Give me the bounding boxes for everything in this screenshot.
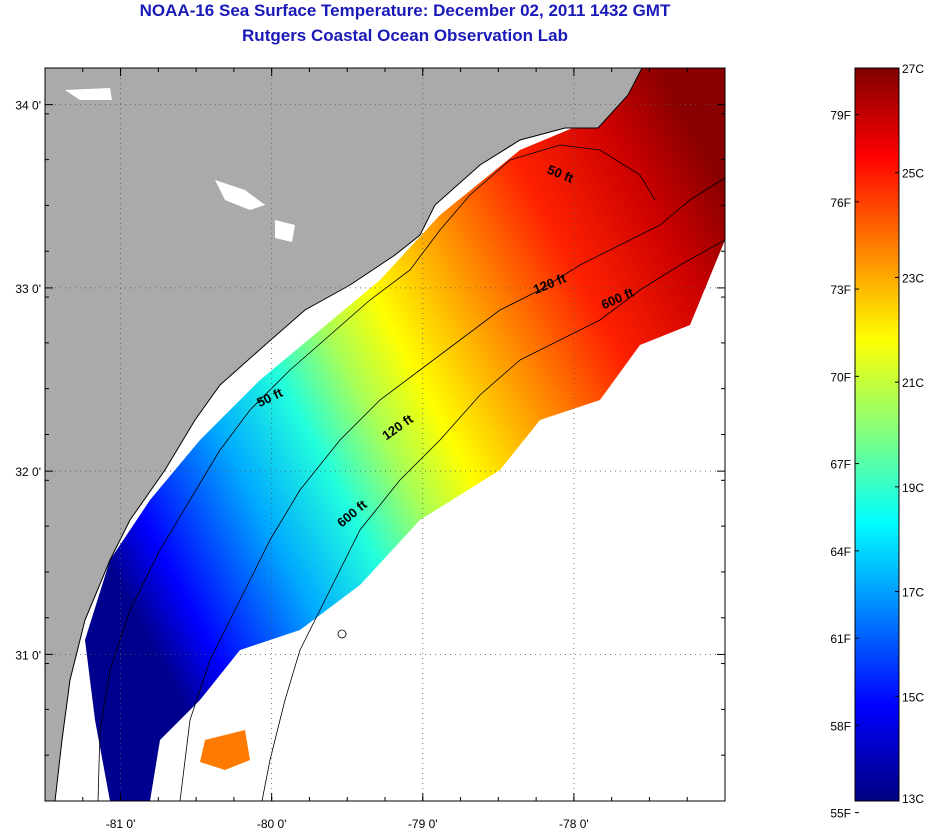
colorbar-labels: 27C 25C 23C 21C 19C 17C 15C 13C 79F 76F 73F 70F 67F 6… — [830, 62, 924, 821]
coastline — [54, 68, 643, 801]
colorbar-label-c: 17C — [902, 586, 924, 600]
colorbar-label-f: 76F — [830, 196, 851, 210]
colorbar-label-f: 58F — [830, 719, 851, 733]
colorbar-label-f: 79F — [830, 109, 851, 123]
graticule — [45, 68, 725, 801]
colorbar-label-f: 73F — [830, 283, 851, 297]
map-title: NOAA-16 Sea Surface Temperature: Decembe… — [139, 1, 671, 20]
lat-tick-label: 34 0' — [15, 99, 41, 113]
colorbar-label-c: 25C — [902, 167, 924, 181]
lat-tick-label: 31 0' — [15, 648, 41, 662]
map-subtitle: Rutgers Coastal Ocean Observation Lab — [242, 26, 568, 45]
colorbar-label-c: 15C — [902, 690, 924, 704]
isobath-120ft — [179, 177, 725, 801]
isobath-600ft — [261, 239, 725, 801]
colorbar-label-c: 27C — [902, 62, 924, 76]
lon-tick-label: -78 0' — [559, 817, 589, 831]
sst-field — [85, 68, 725, 801]
lat-tick-label: 32 0' — [15, 465, 41, 479]
lon-tick-label: -79 0' — [408, 817, 438, 831]
colorbar-label-c: 19C — [902, 481, 924, 495]
land-mass — [45, 68, 642, 801]
sst-patch — [200, 730, 250, 770]
lat-tick-label: 33 0' — [15, 282, 41, 296]
colorbar-label-c: 23C — [902, 271, 924, 285]
inland-water — [65, 88, 295, 242]
colorbar-label-c: 13C — [902, 792, 924, 806]
colorbar-label-c: 21C — [902, 376, 924, 390]
colorbar-label-f: 67F — [830, 458, 851, 472]
colorbar-label-f: 64F — [830, 545, 851, 559]
lon-tick-label: -81 0' — [106, 817, 136, 831]
colorbar-scale — [854, 67, 900, 802]
colorbar-label-f: 61F — [830, 632, 851, 646]
isobath-seamount — [337, 629, 347, 639]
colorbar-label-f: 55F — [830, 807, 851, 821]
map-axes: -81 0' -80 0' -79 0' -78 0' 31 0' 32 0' 33 0' 3… — [15, 67, 726, 831]
isobath-50ft — [97, 144, 656, 801]
colorbar-label-f: 70F — [830, 370, 851, 384]
lon-tick-label: -80 0' — [257, 817, 287, 831]
